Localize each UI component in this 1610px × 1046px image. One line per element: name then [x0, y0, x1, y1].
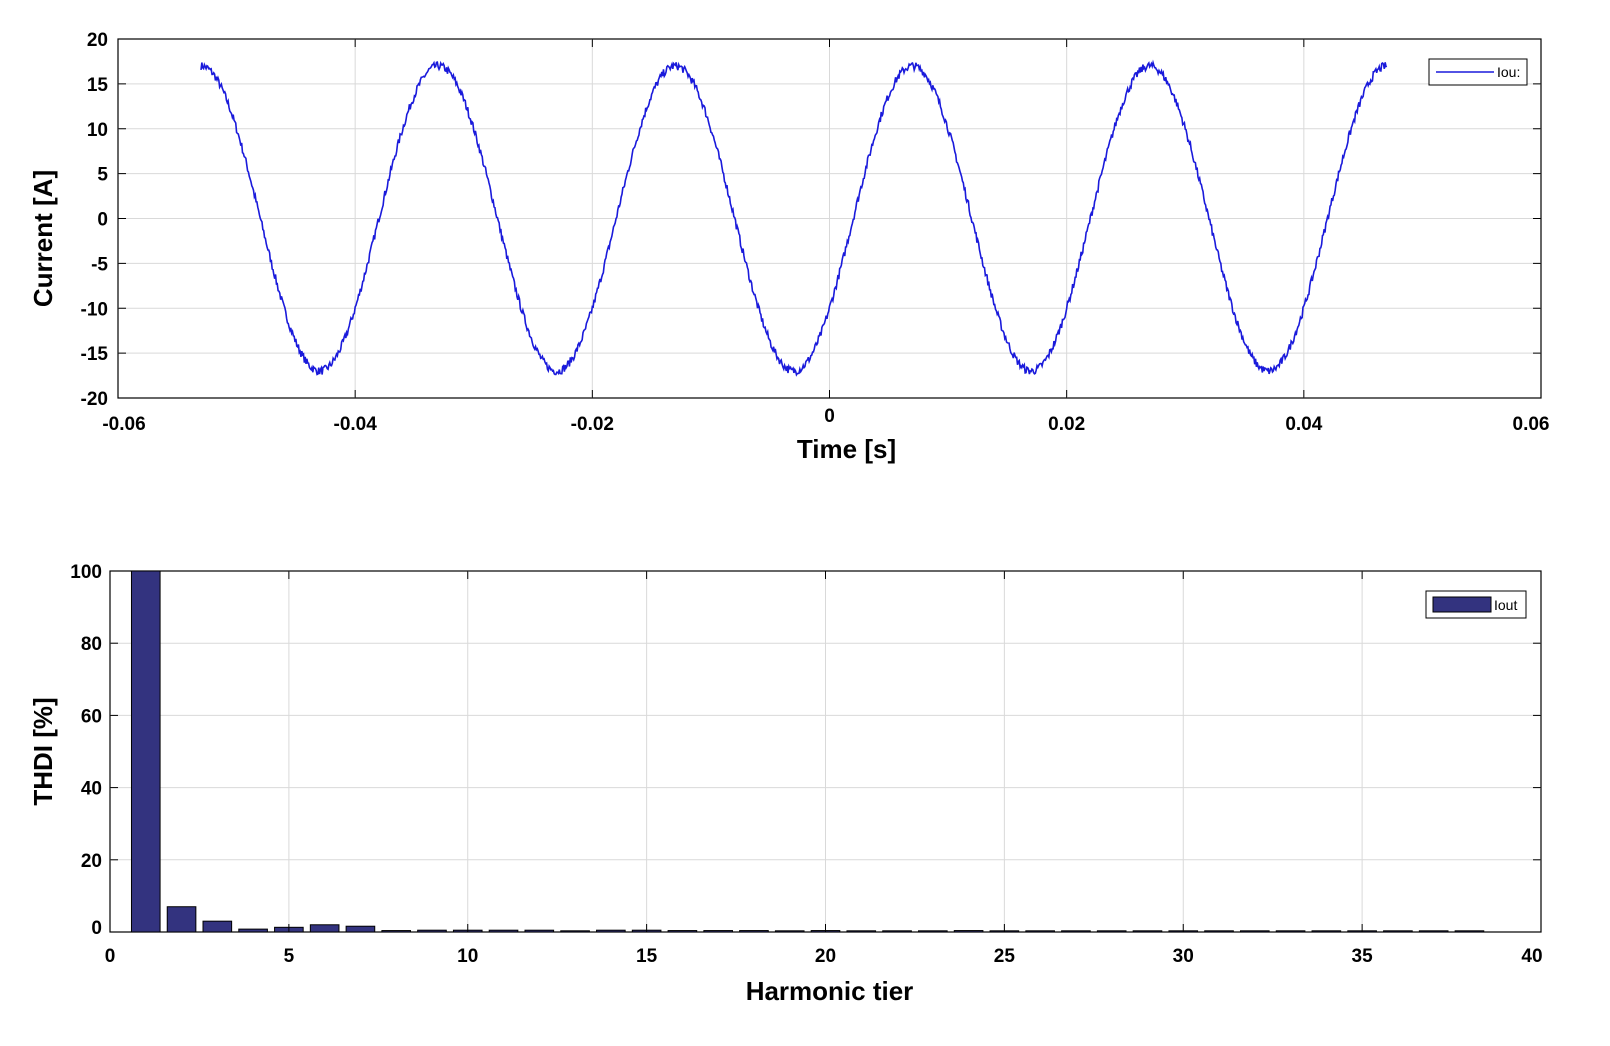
thdi-chart: 0 5 10 15 20 25 30 35 40 100 80 60 40 20 0 Harmonic ti… [28, 562, 1543, 1006]
thdi-bar [1061, 930, 1091, 933]
thdi-bar [739, 930, 769, 933]
thdi-bar [417, 929, 447, 933]
thdi-bar [166, 906, 197, 933]
thdi-bar [774, 930, 805, 933]
thdi-bar [918, 930, 948, 933]
thdi-y-tick-label: 60 [81, 706, 102, 727]
current-legend-label: Iou: [1497, 64, 1520, 80]
current-chart: -0.06 -0.04 -0.02 0 0.02 0.04 0.06 20 15 10 5 0 -5 -1… [28, 30, 1549, 464]
thdi-bar [882, 930, 912, 933]
thdi-y-tick-label: 100 [70, 562, 102, 583]
current-x-tick-label: -0.04 [334, 414, 378, 435]
thdi-x-tick-label: 20 [815, 946, 836, 967]
thdi-bar [1204, 930, 1234, 933]
thdi-y-tick-label: 40 [81, 779, 102, 800]
current-y-tick-label: 20 [87, 30, 108, 51]
thdi-x-tick-label: 5 [284, 946, 295, 967]
current-x-tick-label: 0.02 [1048, 414, 1085, 435]
thdi-bar [667, 930, 698, 933]
current-y-tick-label: -15 [81, 344, 109, 365]
thdi-bar [1275, 930, 1306, 933]
current-y-tick-label: 15 [87, 75, 109, 96]
current-x-axis-label: Time [s] [797, 434, 896, 464]
thdi-y-axis-label: THDI [%] [28, 697, 58, 805]
thdi-ticks: 0 5 10 15 20 25 30 35 40 100 80 60 40 20 0 [70, 562, 1542, 967]
current-x-tick-label: -0.06 [102, 414, 145, 435]
thdi-bars [130, 570, 1485, 933]
thdi-legend: Iout [1425, 590, 1527, 619]
thdi-bar [345, 925, 376, 933]
thdi-bar [238, 928, 268, 933]
thdi-bar [1025, 930, 1055, 933]
thdi-legend-swatch [1432, 596, 1492, 613]
current-y-tick-label: 5 [97, 165, 108, 186]
current-y-tick-label: -5 [91, 254, 108, 275]
thdi-x-tick-label: 40 [1521, 946, 1542, 967]
thdi-bar [1132, 930, 1163, 933]
current-y-tick-label: 0 [97, 210, 108, 231]
thdi-bar [846, 930, 877, 933]
thdi-bar [953, 930, 984, 933]
thdi-bar [130, 570, 161, 933]
thdi-bar [524, 929, 555, 933]
thdi-grid [110, 571, 1541, 932]
thdi-bar [1096, 930, 1127, 933]
current-x-tick-label: -0.02 [571, 414, 614, 435]
current-grid [118, 39, 1541, 398]
current-series-iout-line [200, 59, 1388, 377]
thdi-bar [1454, 930, 1485, 933]
thdi-bar [309, 924, 340, 933]
thdi-y-tick-label: 0 [91, 918, 102, 939]
current-x-tick-label: 0.04 [1285, 414, 1322, 435]
thdi-bar [1311, 930, 1342, 933]
thdi-bar [596, 929, 626, 933]
current-legend: Iou: [1428, 58, 1528, 86]
thdi-bar [703, 930, 733, 933]
current-y-tick-label: -10 [81, 299, 108, 320]
thdi-bar [1239, 930, 1270, 933]
thdi-bar [1418, 930, 1449, 933]
thdi-bar [488, 929, 519, 933]
thdi-bar [381, 930, 412, 933]
thdi-x-tick-label: 0 [105, 946, 116, 967]
current-y-tick-label: -20 [81, 389, 108, 410]
current-ticks: -0.06 -0.04 -0.02 0 0.02 0.04 0.06 20 15 10 5 0 -5 -1… [81, 30, 1550, 435]
thdi-y-tick-label: 20 [81, 851, 102, 872]
thdi-x-tick-label: 30 [1173, 946, 1194, 967]
current-y-tick-label: 10 [87, 120, 108, 141]
thdi-bar [1383, 930, 1413, 933]
thdi-bar [560, 930, 590, 933]
current-x-tick-label: 0.06 [1513, 414, 1550, 435]
thdi-bar [202, 920, 233, 933]
thdi-legend-label: Iout [1494, 597, 1517, 613]
thdi-x-tick-label: 35 [1352, 946, 1374, 967]
thdi-x-tick-label: 15 [636, 946, 658, 967]
thdi-x-tick-label: 10 [457, 946, 478, 967]
thdi-x-tick-label: 25 [994, 946, 1016, 967]
current-x-tick-label: 0 [824, 406, 835, 427]
thdi-y-tick-label: 80 [81, 634, 102, 655]
current-y-axis-label: Current [A] [28, 170, 58, 307]
thdi-x-axis-label: Harmonic tier [746, 976, 914, 1006]
